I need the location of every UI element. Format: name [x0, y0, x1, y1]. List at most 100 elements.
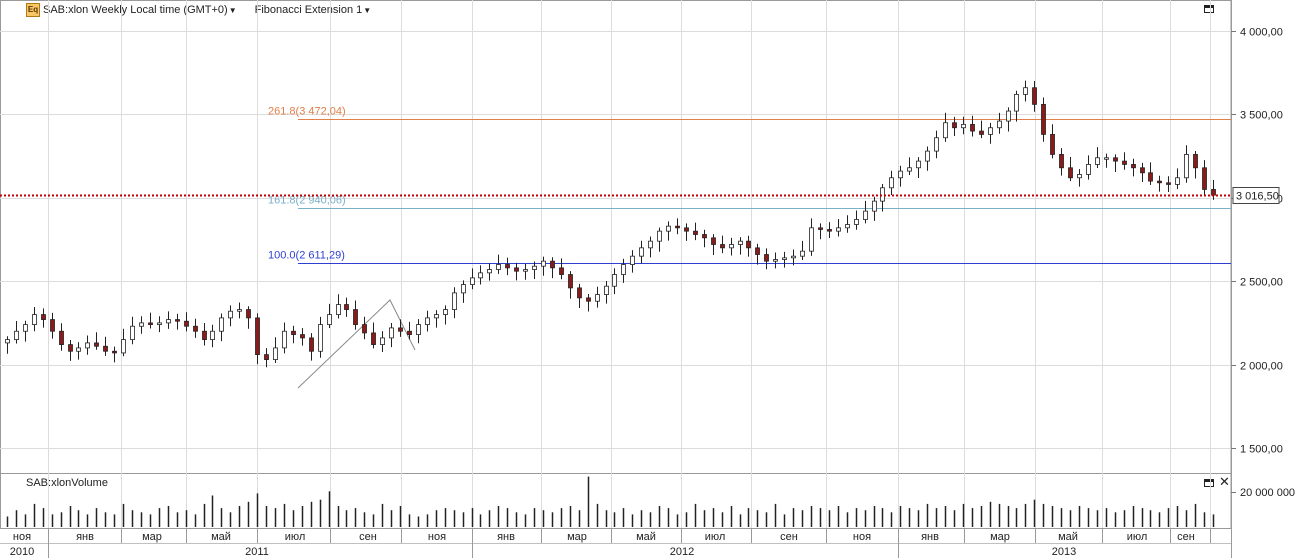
- candle: [961, 116, 966, 135]
- candle-body-down: [1050, 134, 1055, 155]
- candle: [907, 157, 912, 175]
- candle-body-up: [836, 227, 841, 232]
- time-axis-month-label: май: [211, 531, 231, 543]
- candle-body-down: [1113, 157, 1118, 162]
- candle-body-up: [621, 264, 626, 275]
- candle-body-up: [443, 309, 448, 315]
- candle-body-down: [264, 354, 269, 360]
- candle: [219, 313, 224, 342]
- candle-body-up: [648, 240, 653, 249]
- candle: [1184, 145, 1189, 183]
- candle-body-down: [675, 225, 680, 229]
- candle-body-down: [68, 344, 73, 352]
- candle-body-up: [282, 330, 287, 349]
- candle: [523, 263, 528, 280]
- candle: [880, 184, 885, 212]
- candle: [1059, 148, 1064, 176]
- candle-body-up: [461, 284, 466, 294]
- candle-body-down: [300, 334, 305, 339]
- time-axis-month-label: ноя: [853, 531, 871, 543]
- volume-axis-label: 20 000 000: [1240, 487, 1295, 499]
- candle: [353, 300, 358, 330]
- candle-body-up: [1086, 164, 1091, 175]
- candle: [139, 316, 144, 334]
- candle-body-down: [1032, 87, 1037, 105]
- candle-body-down: [193, 325, 198, 332]
- candle: [1113, 154, 1118, 172]
- candle: [800, 240, 805, 261]
- candle: [59, 323, 64, 351]
- candle-body-down: [818, 227, 823, 230]
- maximize-price-panel-icon[interactable]: [1204, 5, 1214, 13]
- fibonacci-level-label: 261.8(3 472,04): [268, 106, 346, 118]
- candle-body-down: [764, 254, 769, 262]
- candle-body-down: [1157, 180, 1162, 184]
- candle: [1104, 153, 1109, 168]
- candle-body-down: [559, 267, 564, 275]
- close-volume-panel-icon[interactable]: ✕: [1219, 475, 1230, 490]
- candle: [184, 312, 189, 332]
- candle: [693, 222, 698, 241]
- candle: [684, 223, 689, 241]
- instrument-selector[interactable]: SAB:xlon Weekly Local time (GMT+0)▼: [43, 4, 237, 16]
- candle: [1175, 168, 1180, 190]
- maximize-volume-panel-icon[interactable]: [1204, 479, 1214, 487]
- candle: [282, 322, 287, 354]
- candle: [675, 218, 680, 235]
- candle-body-up: [800, 250, 805, 257]
- candle-body-up: [237, 309, 242, 312]
- equity-icon[interactable]: Eq: [26, 3, 40, 17]
- time-axis-month-label: май: [1058, 531, 1078, 543]
- candle-body-down: [720, 244, 725, 249]
- candle-body-down: [746, 240, 751, 249]
- candle: [541, 256, 546, 276]
- candle-body-up: [773, 259, 778, 262]
- candle: [103, 336, 108, 356]
- study-selector[interactable]: Fibonacci Extension 1▼: [254, 4, 372, 16]
- candle-body-up: [738, 240, 743, 245]
- candle-body-down: [1068, 167, 1073, 179]
- candle: [1095, 147, 1100, 168]
- time-axis-month-label: сен: [1177, 531, 1195, 543]
- candle-body-up: [166, 319, 171, 324]
- candle-body-down: [1041, 103, 1046, 135]
- candle: [398, 319, 403, 337]
- candle: [568, 271, 573, 299]
- candle-body-up: [380, 337, 385, 345]
- candle: [1068, 156, 1073, 182]
- candle-body-down: [103, 345, 108, 352]
- candle-body-up: [470, 277, 475, 285]
- candle-body-down: [255, 317, 260, 355]
- candle: [764, 248, 769, 270]
- candle: [809, 218, 814, 256]
- candle: [657, 227, 662, 252]
- price-axis-label: 2 000,00: [1240, 361, 1283, 373]
- candle: [889, 170, 894, 195]
- fibonacci-level-label: 161.8(2 940,06): [268, 195, 346, 207]
- candle-body-down: [148, 322, 153, 325]
- candle: [1050, 124, 1055, 159]
- candle-body-up: [434, 314, 439, 319]
- candle-body-up: [907, 167, 912, 172]
- candle-body-down: [202, 330, 207, 340]
- price-axis-label: 1 500,00: [1240, 444, 1283, 456]
- candle-body-down: [1202, 167, 1207, 190]
- candle-body-down: [952, 122, 957, 129]
- candle: [327, 303, 332, 329]
- candle: [210, 324, 215, 348]
- candle-body-down: [970, 124, 975, 132]
- candle: [773, 252, 778, 269]
- candle: [407, 321, 412, 340]
- candle: [854, 210, 859, 230]
- candle-body-up: [809, 227, 814, 252]
- candle: [559, 258, 564, 280]
- candle-body-up: [219, 317, 224, 332]
- time-axis-month-label: июл: [285, 531, 306, 543]
- candle: [41, 308, 46, 328]
- candle-body-up: [925, 150, 930, 162]
- time-axis-month-label: июл: [705, 531, 726, 543]
- time-axis-month-label: мар: [567, 531, 587, 543]
- candle-body-up: [416, 324, 421, 335]
